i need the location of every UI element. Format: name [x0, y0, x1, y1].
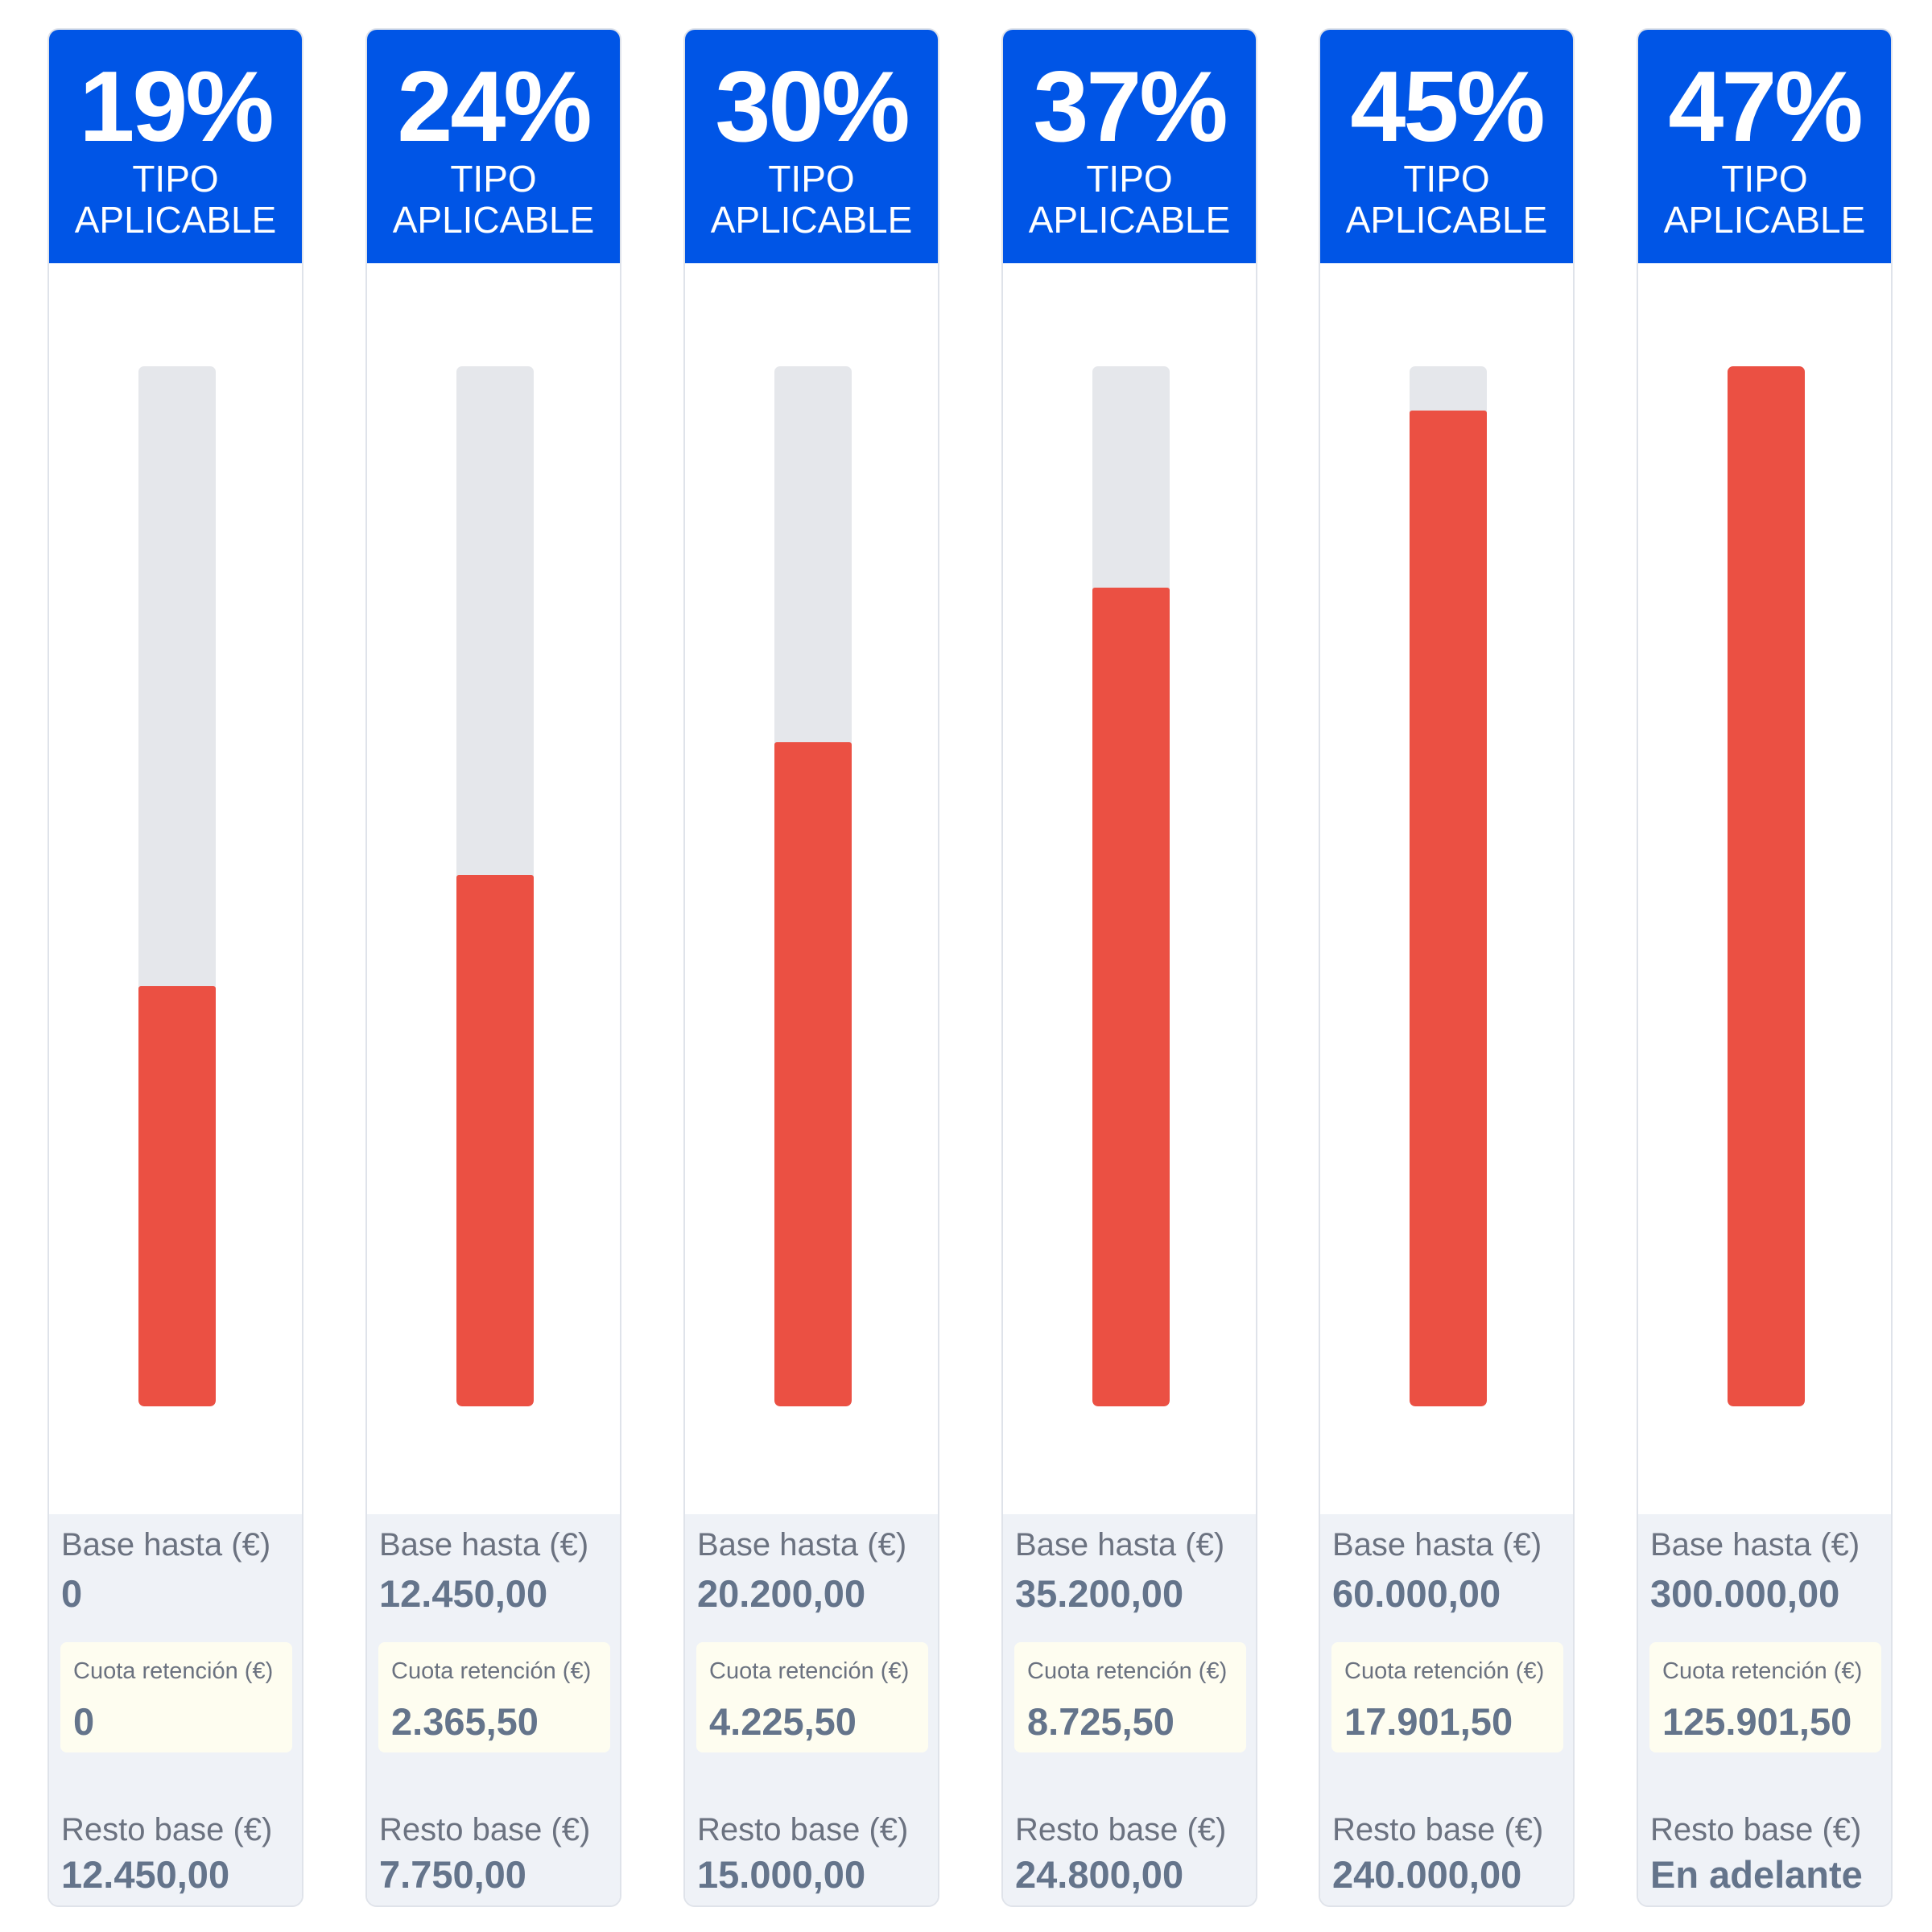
base-hasta-value: 20.200,00	[697, 1572, 866, 1615]
card-header: 24% TIPO APLICABLE	[367, 30, 620, 263]
bar	[774, 742, 852, 1406]
rate-label: TIPO APLICABLE	[49, 159, 302, 241]
resto-base-value: 12.450,00	[61, 1853, 230, 1896]
rate-label-line2: APLICABLE	[710, 199, 913, 241]
bar-track	[456, 366, 534, 1406]
cuota-retencion-value: 2.365,50	[391, 1700, 539, 1743]
resto-base-label: Resto base (€)	[1650, 1812, 1862, 1847]
rate-label-line1: TIPO	[1721, 158, 1808, 200]
rate-label-line1: TIPO	[1086, 158, 1173, 200]
quota-box: Cuota retención (€) 0	[60, 1642, 292, 1752]
rate-label-line2: APLICABLE	[1663, 199, 1866, 241]
base-hasta-value: 300.000,00	[1650, 1572, 1840, 1615]
bracket-card: 30% TIPO APLICABLE Base hasta (€) 20.200,00 C…	[683, 28, 939, 1907]
bracket-card: 45% TIPO APLICABLE Base hasta (€) 60.000,00 C…	[1319, 28, 1575, 1907]
bar-track	[774, 366, 852, 1406]
bracket-card: 19% TIPO APLICABLE Base hasta (€) 0 Cuota ret…	[47, 28, 303, 1907]
card-footer: Base hasta (€) 12.450,00 Cuota retención (…	[367, 1514, 620, 1905]
base-hasta-value: 35.200,00	[1015, 1572, 1184, 1615]
rate-label-line2: APLICABLE	[74, 199, 277, 241]
base-hasta-label: Base hasta (€)	[1015, 1527, 1225, 1563]
rate-label: TIPO APLICABLE	[367, 159, 620, 241]
card-footer: Base hasta (€) 0 Cuota retención (€) 0 Resto…	[49, 1514, 302, 1905]
rate-value: 19%	[79, 52, 274, 163]
rate-label-line2: APLICABLE	[392, 199, 595, 241]
resto-base-value: 24.800,00	[1015, 1853, 1184, 1896]
base-hasta-value: 0	[61, 1572, 83, 1615]
cuota-retencion-value: 17.901,50	[1344, 1700, 1513, 1743]
quota-box: Cuota retención (€) 8.725,50	[1014, 1642, 1246, 1752]
resto-base-label: Resto base (€)	[61, 1812, 273, 1847]
rate-label: TIPO APLICABLE	[1320, 159, 1573, 241]
bar	[456, 875, 534, 1406]
cuota-retencion-value: 125.901,50	[1662, 1700, 1852, 1743]
base-hasta-value: 12.450,00	[379, 1572, 548, 1615]
rate-value: 24%	[397, 52, 592, 163]
bracket-card: 24% TIPO APLICABLE Base hasta (€) 12.450,00 C…	[365, 28, 621, 1907]
base-hasta-label: Base hasta (€)	[61, 1527, 271, 1563]
cuota-retencion-label: Cuota retención (€)	[709, 1658, 910, 1684]
cuota-retencion-value: 4.225,50	[709, 1700, 857, 1743]
rate-label-line1: TIPO	[132, 158, 219, 200]
rate-label-line1: TIPO	[1403, 158, 1490, 200]
card-header: 45% TIPO APLICABLE	[1320, 30, 1573, 263]
rate-value: 45%	[1350, 52, 1545, 163]
bar-track	[1728, 366, 1805, 1406]
rate-value: 37%	[1033, 52, 1228, 163]
bar-track	[138, 366, 216, 1406]
cuota-retencion-value: 0	[73, 1700, 95, 1743]
cuota-retencion-value: 8.725,50	[1027, 1700, 1174, 1743]
bar	[138, 986, 216, 1406]
cuota-retencion-label: Cuota retención (€)	[1662, 1658, 1863, 1684]
rate-label-line1: TIPO	[768, 158, 855, 200]
bar-track	[1410, 366, 1487, 1406]
card-header: 37% TIPO APLICABLE	[1003, 30, 1256, 263]
rate-label-line1: TIPO	[450, 158, 537, 200]
rate-label-line2: APLICABLE	[1345, 199, 1548, 241]
base-hasta-label: Base hasta (€)	[1332, 1527, 1542, 1563]
quota-box: Cuota retención (€) 4.225,50	[696, 1642, 928, 1752]
card-footer: Base hasta (€) 20.200,00 Cuota retención (…	[685, 1514, 938, 1905]
rate-value: 47%	[1668, 52, 1863, 163]
card-header: 19% TIPO APLICABLE	[49, 30, 302, 263]
rate-label-line2: APLICABLE	[1028, 199, 1231, 241]
rate-label: TIPO APLICABLE	[685, 159, 938, 241]
card-footer: Base hasta (€) 60.000,00 Cuota retención (…	[1320, 1514, 1573, 1905]
bracket-card: 47% TIPO APLICABLE Base hasta (€) 300.000,00…	[1637, 28, 1893, 1907]
cuota-retencion-label: Cuota retención (€)	[391, 1658, 592, 1684]
resto-base-value: 15.000,00	[697, 1853, 866, 1896]
rate-label: TIPO APLICABLE	[1003, 159, 1256, 241]
resto-base-label: Resto base (€)	[1332, 1812, 1544, 1847]
quota-box: Cuota retención (€) 125.901,50	[1649, 1642, 1881, 1752]
base-hasta-label: Base hasta (€)	[1650, 1527, 1860, 1563]
resto-base-value: En adelante	[1650, 1853, 1863, 1896]
bar	[1728, 366, 1805, 1406]
resto-base-value: 240.000,00	[1332, 1853, 1522, 1896]
bar	[1092, 588, 1170, 1406]
cuota-retencion-label: Cuota retención (€)	[73, 1658, 274, 1684]
resto-base-label: Resto base (€)	[379, 1812, 591, 1847]
quota-box: Cuota retención (€) 17.901,50	[1331, 1642, 1563, 1752]
card-footer: Base hasta (€) 300.000,00 Cuota retención …	[1638, 1514, 1891, 1905]
bar-track	[1092, 366, 1170, 1406]
quota-box: Cuota retención (€) 2.365,50	[378, 1642, 610, 1752]
base-hasta-label: Base hasta (€)	[697, 1527, 907, 1563]
cuota-retencion-label: Cuota retención (€)	[1027, 1658, 1228, 1684]
bar	[1410, 411, 1487, 1406]
base-hasta-label: Base hasta (€)	[379, 1527, 589, 1563]
card-header: 30% TIPO APLICABLE	[685, 30, 938, 263]
resto-base-label: Resto base (€)	[697, 1812, 909, 1847]
bracket-card: 37% TIPO APLICABLE Base hasta (€) 35.200,00 C…	[1001, 28, 1257, 1907]
card-footer: Base hasta (€) 35.200,00 Cuota retención (…	[1003, 1514, 1256, 1905]
rate-label: TIPO APLICABLE	[1638, 159, 1891, 241]
cuota-retencion-label: Cuota retención (€)	[1344, 1658, 1545, 1684]
resto-base-label: Resto base (€)	[1015, 1812, 1227, 1847]
resto-base-value: 7.750,00	[379, 1853, 526, 1896]
rate-value: 30%	[715, 52, 910, 163]
base-hasta-value: 60.000,00	[1332, 1572, 1501, 1615]
card-header: 47% TIPO APLICABLE	[1638, 30, 1891, 263]
